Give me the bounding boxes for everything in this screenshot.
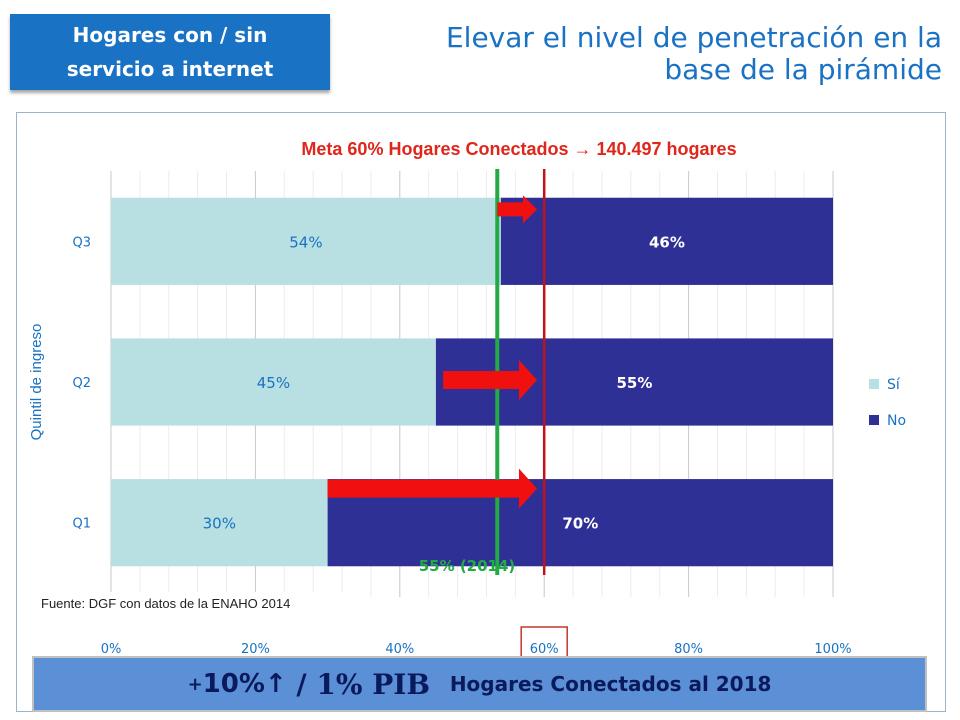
y-axis-title: Quintil de ingreso <box>28 324 45 441</box>
title-line-2: servicio a internet <box>66 57 274 81</box>
current-annotation: 55% (2014) <box>419 557 516 575</box>
bar-si-q2 <box>111 338 436 426</box>
footer-pib: / 1% PIB <box>286 667 440 701</box>
data-label: 46% <box>649 233 685 251</box>
legend-swatch <box>869 415 879 425</box>
data-label: 54% <box>289 233 322 251</box>
category-tick-label: Q3 <box>72 235 91 250</box>
headline-line-2: base de la pirámide <box>664 53 942 86</box>
growth-arrow-q2 <box>443 360 537 400</box>
bar-no-q3 <box>500 197 833 285</box>
title-box: Hogares con / sin servicio a internet <box>10 14 330 90</box>
data-label: 45% <box>257 374 290 392</box>
bar-si-q3 <box>111 197 501 285</box>
footer-subtitle: Hogares Conectados al 2018 <box>449 672 772 696</box>
bar-si-q1 <box>111 479 328 567</box>
category-tick-label: Q2 <box>72 376 91 391</box>
x-tick-label: 0% <box>101 642 122 657</box>
chart-frame: 54% 46% Q3 45% 55% Q2 30% 70% Q1 0% 20% 40% 60% 80% 10… <box>16 112 946 712</box>
headline-line-1: Elevar el nivel de penetración en la <box>445 21 942 54</box>
source-note: Fuente: DGF con datos de la ENAHO 2014 <box>41 596 290 611</box>
target-annotation: Meta 60% Hogares Conectados → 140.497 ho… <box>301 139 736 159</box>
x-tick-label: 60% <box>530 642 559 657</box>
title-line-1: Hogares con / sin <box>72 23 268 47</box>
x-tick-label: 40% <box>385 642 414 657</box>
legend-swatch <box>869 379 879 389</box>
data-label: 30% <box>203 515 236 533</box>
headline: Elevar el nivel de penetración en la bas… <box>382 22 942 86</box>
footer-percent: 10%↑ <box>202 669 287 699</box>
growth-arrow-q1 <box>327 468 537 509</box>
growth-arrow-q3 <box>497 195 537 224</box>
legend-label: No <box>887 413 906 429</box>
stacked-bar-chart: 54% 46% Q3 45% 55% Q2 30% 70% Q1 0% 20% 40% 60% 80% 10… <box>28 139 906 666</box>
source-background <box>37 592 349 614</box>
x-tick-label: 80% <box>674 642 703 657</box>
x-tick-label: 100% <box>814 642 851 657</box>
footer-banner: + 10%↑ / 1% PIB Hogares Conectados al 20… <box>32 656 927 712</box>
x-tick-label: 20% <box>241 642 270 657</box>
data-label: 70% <box>562 515 598 533</box>
category-tick-label: Q1 <box>72 517 91 532</box>
footer-plus: + <box>187 673 203 695</box>
legend-label: Sí <box>887 377 901 393</box>
data-label: 55% <box>616 374 652 392</box>
